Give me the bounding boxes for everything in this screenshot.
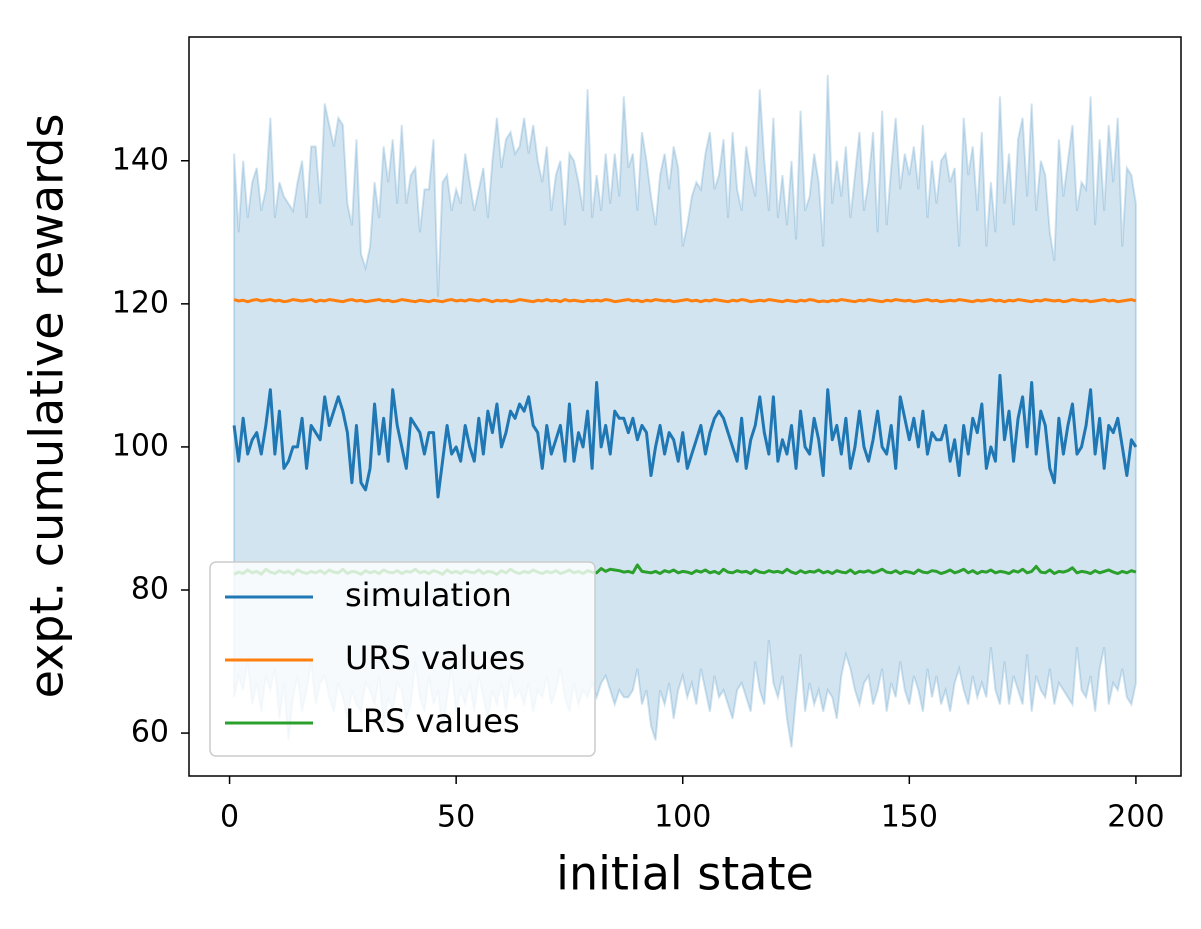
y-tick-label: 100 (112, 428, 169, 463)
line-series (233, 298, 1137, 304)
line-series (232, 373, 1138, 499)
x-tick-label: 50 (437, 800, 475, 835)
y-tick-label: 80 (131, 571, 169, 606)
axes-frame (188, 36, 1182, 777)
x-axis-label: initial state (556, 847, 814, 901)
legend-label: simulation (345, 576, 512, 614)
legend-label: URS values (345, 639, 525, 677)
legend: simulation URS values LRS values (209, 561, 596, 757)
x-tick-label: 200 (1107, 800, 1164, 835)
y-tick-label: 140 (112, 142, 169, 177)
y-axis-label: expt. cumulative rewards (20, 114, 74, 699)
y-tick-label: 60 (131, 715, 169, 750)
legend-box (209, 561, 596, 757)
legend-label: LRS values (345, 702, 520, 740)
x-tick-label: 0 (220, 800, 239, 835)
x-tick-label: 150 (881, 800, 938, 835)
x-tick-label: 100 (654, 800, 711, 835)
y-tick-label: 120 (112, 285, 169, 320)
